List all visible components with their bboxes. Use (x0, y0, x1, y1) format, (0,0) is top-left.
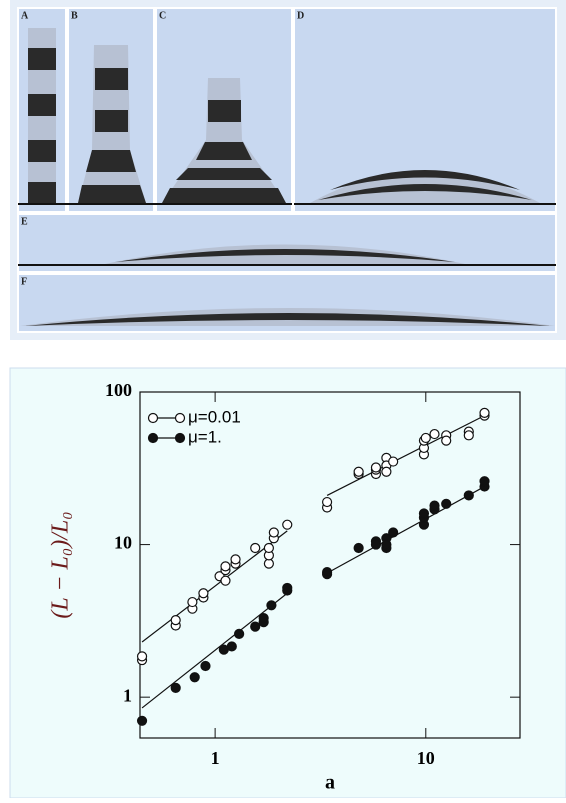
data-point (136, 651, 148, 662)
legend-marker (147, 432, 159, 444)
stripe (318, 184, 532, 200)
data-point (381, 539, 392, 550)
stripe (86, 150, 136, 172)
data-point (187, 596, 198, 608)
fit-line (326, 486, 485, 574)
panel-label: B (71, 10, 78, 21)
data-point (250, 542, 261, 554)
data-point (282, 519, 293, 530)
data-point (250, 621, 261, 632)
stripe (28, 94, 56, 116)
data-point (418, 508, 430, 519)
simulation-panels: A B C D E F (10, 0, 566, 340)
y-tick-label: 100 (105, 380, 132, 400)
y-tick-label: 1 (123, 685, 132, 705)
legend-marker (147, 412, 159, 424)
stripe (95, 110, 128, 132)
data-point (353, 466, 364, 477)
data-point (282, 582, 293, 594)
data-point (263, 558, 274, 569)
legend-marker (174, 432, 186, 444)
fit-line (326, 415, 485, 496)
data-point (230, 554, 241, 565)
data-point (220, 561, 231, 572)
data-point (198, 588, 209, 599)
data-point (268, 527, 279, 538)
data-point (353, 542, 364, 554)
panel (17, 213, 557, 273)
data-point (234, 628, 245, 639)
fit-line (141, 592, 288, 709)
stripe (115, 249, 455, 262)
x-tick-label: 1 (211, 748, 220, 768)
panel-label: C (159, 10, 166, 21)
panel-label: A (21, 10, 29, 21)
data-point (388, 456, 399, 467)
x-axis-label: a (325, 772, 335, 794)
legend-marker (174, 412, 186, 424)
data-point (321, 496, 333, 508)
legend-label: μ=1. (188, 427, 222, 446)
stripe (208, 100, 241, 122)
data-point (463, 430, 474, 441)
data-point (226, 641, 237, 652)
stripe (162, 188, 286, 203)
data-point (170, 682, 181, 694)
panel-label: F (21, 276, 27, 287)
data-point (370, 462, 382, 473)
stripe (176, 168, 272, 180)
data-point (200, 660, 211, 672)
data-point (463, 490, 474, 501)
panel-label: D (297, 10, 304, 21)
data-point (136, 715, 148, 726)
stripe (28, 48, 56, 70)
legend-label: μ=0.01 (188, 407, 241, 426)
stripe (196, 142, 252, 160)
data-point (429, 500, 440, 511)
fit-line (141, 530, 288, 643)
data-point (388, 527, 399, 538)
data-point (479, 407, 490, 418)
data-point (220, 575, 231, 586)
stripe (330, 170, 520, 190)
data-point (370, 539, 382, 550)
data-point (381, 466, 392, 477)
data-point (420, 432, 431, 444)
stripe (28, 140, 56, 162)
data-point (321, 567, 333, 578)
panel-label: E (21, 216, 28, 227)
x-tick-label: 10 (417, 748, 435, 768)
data-point (429, 428, 440, 440)
plot-frame (139, 391, 521, 739)
data-point (441, 498, 452, 509)
data-point (266, 600, 277, 611)
data-point (479, 476, 490, 487)
data-point (170, 614, 181, 626)
data-point (189, 672, 200, 683)
data-point (258, 612, 269, 624)
stripe (28, 182, 56, 203)
data-point (441, 435, 452, 446)
stripe (95, 68, 128, 90)
stripe (78, 185, 146, 203)
y-axis-label: (L − L₀)/L₀ (48, 511, 74, 618)
y-tick-label: 10 (114, 533, 132, 553)
stripe (25, 313, 550, 326)
plot: 1 10 1 10 100 μ=0.01μ=1. (105, 380, 520, 768)
data-point (263, 542, 274, 554)
